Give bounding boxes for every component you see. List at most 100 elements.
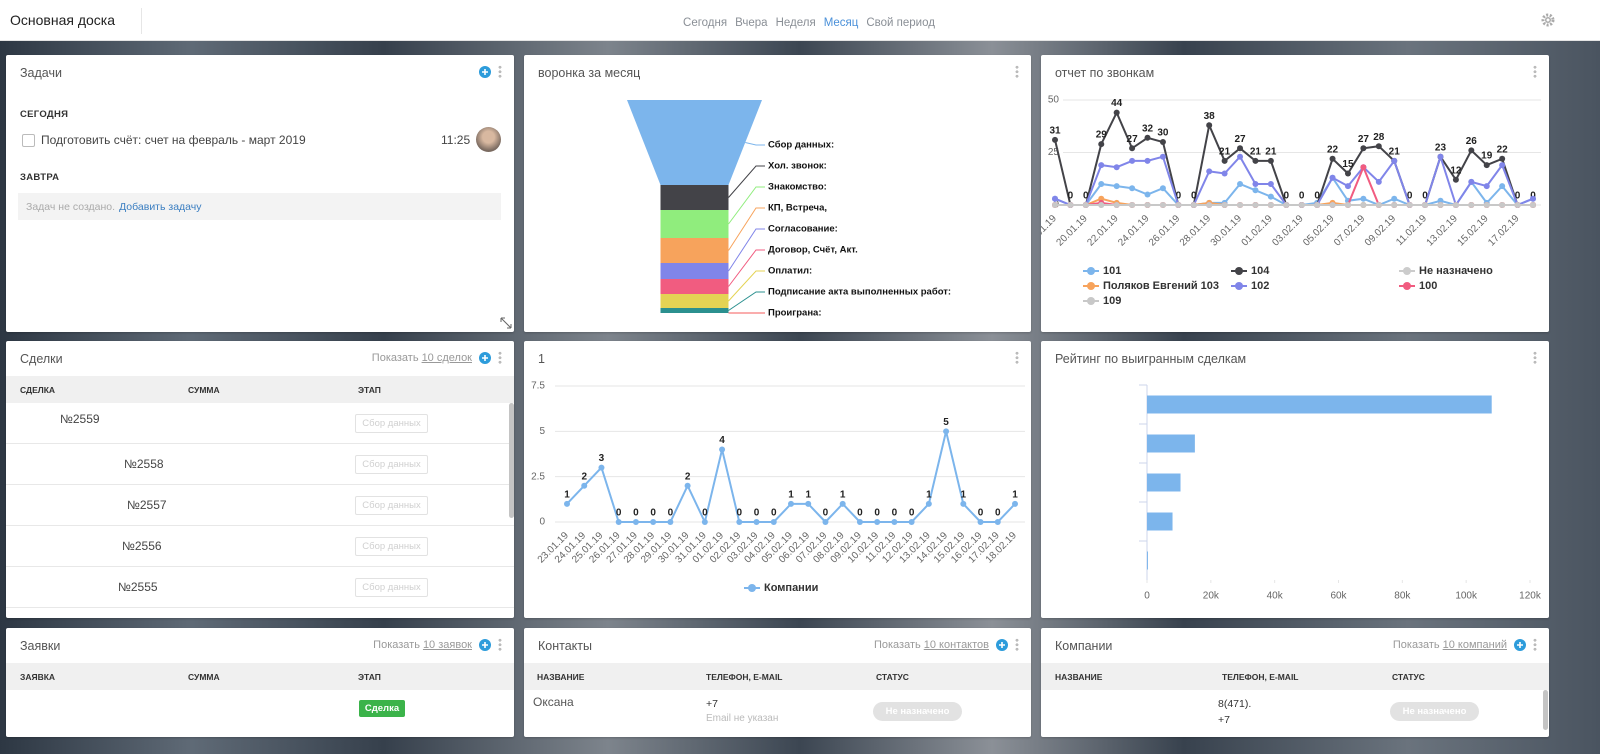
menu-button[interactable] [1533, 65, 1537, 78]
add-icon-plus [999, 641, 1005, 648]
add-icon-plus [482, 354, 488, 361]
bar [1147, 395, 1492, 414]
data-point [701, 519, 708, 525]
data-label: 0 [857, 508, 863, 519]
data-point [1237, 153, 1244, 160]
menu-button[interactable] [1533, 351, 1537, 364]
data-point [1206, 168, 1213, 175]
y-tick-label: 7.5 [531, 381, 545, 392]
data-point [1375, 178, 1382, 185]
data-label: 2 [581, 471, 587, 482]
data-label: 21 [1250, 147, 1262, 158]
data-point [1052, 202, 1058, 208]
column-header: ЗАЯВКА [20, 672, 56, 682]
show-link[interactable]: 10 сделок [421, 351, 472, 364]
stage-badge: Сбор данных [355, 414, 428, 433]
period-tab[interactable]: Неделя [775, 17, 816, 29]
deal-row: №2556 Сбор данных [6, 526, 514, 567]
data-label: 0 [1284, 191, 1290, 202]
data-point [1468, 147, 1475, 154]
column-header: ЭТАП [358, 672, 381, 682]
data-point [1221, 157, 1228, 164]
data-label: 0 [1068, 191, 1074, 202]
data-point [684, 482, 691, 489]
empty-text: Задач не создано. [26, 201, 116, 213]
data-point [753, 519, 760, 525]
separator [141, 8, 142, 34]
period-tab[interactable]: Сегодня [683, 17, 728, 29]
period-tab[interactable]: Свой период [866, 17, 935, 29]
data-point [1113, 183, 1120, 190]
data-label: 1 [1012, 490, 1018, 501]
data-point [1144, 157, 1151, 164]
settings-button[interactable] [1541, 13, 1555, 27]
checkbox[interactable] [22, 134, 35, 147]
data-point [1267, 181, 1274, 187]
deal-row: №2557 Сбор данных [6, 485, 514, 526]
leader-line [728, 249, 765, 287]
funnel-segment [660, 308, 729, 313]
data-point [1175, 202, 1182, 208]
menu-button[interactable] [498, 638, 502, 651]
bar [1147, 551, 1148, 570]
data-label: 29 [1096, 130, 1108, 141]
table-header [1041, 663, 1549, 690]
data-point [1098, 202, 1105, 208]
funnel-segment [660, 294, 729, 308]
data-point [1344, 170, 1351, 177]
chart-widget: 0 2.5 5 7.5 23.01.19 24.01.19 25.01.19 26.01.19… [524, 341, 1031, 618]
menu-button[interactable] [1015, 351, 1019, 364]
data-point [1499, 202, 1506, 208]
data-label: 21 [1219, 147, 1231, 158]
data-label: 30 [1157, 128, 1169, 139]
data-label: 3 [599, 453, 605, 464]
show-link[interactable]: 10 контактов [923, 638, 989, 651]
add-button[interactable] [996, 638, 1008, 651]
data-label: 0 [668, 508, 674, 519]
funnel-label: Договор, Счёт, Акт. [768, 245, 858, 256]
period-tab[interactable]: Вчера [735, 17, 768, 29]
period-tab[interactable]: Месяц [823, 17, 859, 29]
requests-widget: Заявки Показать 10 заявок ЗАЯВКА СУММА ЭТАП Сд… [6, 628, 514, 737]
funnel-label: Знакомство: [768, 182, 827, 193]
show-link[interactable]: 10 заявок [422, 638, 472, 651]
show-link[interactable]: 10 компаний [1442, 638, 1507, 651]
legend-label: Не назначено [1419, 265, 1493, 277]
widget-tools: Показать 10 контактов [874, 638, 1019, 651]
data-point [1483, 183, 1490, 190]
data-point [1468, 178, 1475, 185]
data-label: 26 [1466, 136, 1478, 147]
leader-line [728, 165, 765, 198]
menu-button[interactable] [498, 65, 502, 78]
x-tick-label: 11.02.19 [1394, 213, 1429, 248]
widget-title: отчет по звонкам [1055, 66, 1155, 80]
chart-widget: 0255018.01.1920.01.1922.01.1924.01.1926.… [1041, 55, 1549, 332]
funnel-label: Сбор данных: [768, 140, 834, 151]
menu-button[interactable] [1533, 638, 1537, 651]
data-label: 0 [978, 508, 984, 519]
add-button[interactable] [479, 638, 491, 651]
contact-email: Email не указан [706, 713, 779, 724]
x-tick-label: 28.01.19 [1178, 213, 1214, 249]
data-label: 0 [1176, 191, 1182, 202]
data-label: 22 [1497, 144, 1509, 155]
data-label: 28 [1373, 132, 1385, 143]
data-label: 1 [788, 490, 794, 501]
add-button[interactable] [479, 351, 491, 364]
deal-number: №2559 [60, 412, 100, 426]
data-point [1499, 162, 1506, 169]
menu-button[interactable] [498, 351, 502, 364]
x-tick-label: 15.02.19 [1455, 213, 1491, 249]
data-point [1314, 202, 1321, 208]
menu-button[interactable] [1015, 638, 1019, 651]
add-task-link[interactable]: Добавить задачу [119, 201, 202, 213]
x-tick-label: 30.01.19 [1209, 213, 1245, 249]
menu-button[interactable] [1015, 65, 1019, 78]
data-point [1159, 139, 1166, 145]
add-button[interactable] [479, 65, 491, 78]
leader-line [728, 228, 765, 272]
data-point [1206, 202, 1213, 208]
add-button[interactable] [1514, 638, 1526, 651]
data-point [1144, 134, 1151, 141]
